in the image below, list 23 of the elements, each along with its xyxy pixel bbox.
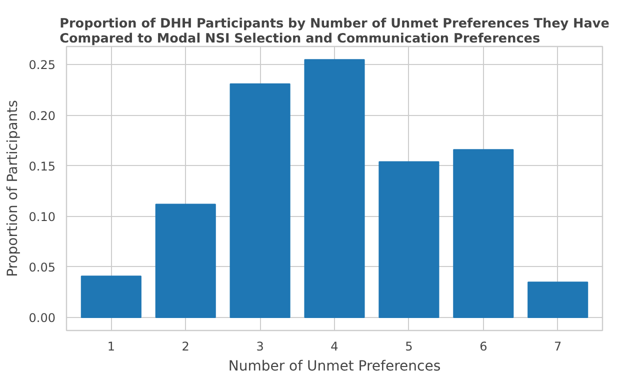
x-tick-label: 1 bbox=[107, 340, 115, 354]
x-axis-title: Number of Unmet Preferences bbox=[228, 358, 441, 374]
x-tick-label: 5 bbox=[405, 340, 413, 354]
chart-title: Proportion of DHH Participants by Number of Unmet Preferences They Have Compared to Modal NSI Selection and Communication Preferences bbox=[60, 16, 610, 46]
bar bbox=[378, 161, 440, 318]
bar bbox=[230, 83, 290, 318]
y-tick-label: 0.00 bbox=[28, 311, 56, 326]
x-tick-label: 7 bbox=[554, 340, 562, 354]
y-tick-label: 0.20 bbox=[28, 108, 56, 123]
y-tick-label: 0.10 bbox=[28, 210, 56, 224]
y-tick-label: 0.05 bbox=[28, 260, 56, 274]
y-tick-label: 0.15 bbox=[28, 159, 56, 174]
bar bbox=[80, 276, 142, 318]
x-tick-label: 2 bbox=[182, 340, 190, 354]
bar bbox=[304, 59, 365, 318]
y-axis-title: Proportion of Participants bbox=[4, 100, 21, 277]
bar bbox=[155, 204, 216, 318]
y-tick-label: 0.25 bbox=[28, 58, 56, 72]
x-tick-label: 3 bbox=[256, 340, 264, 354]
x-tick-label: 6 bbox=[480, 340, 488, 354]
x-tick-label: 4 bbox=[330, 340, 338, 354]
bar bbox=[528, 282, 588, 318]
bar bbox=[453, 149, 514, 318]
